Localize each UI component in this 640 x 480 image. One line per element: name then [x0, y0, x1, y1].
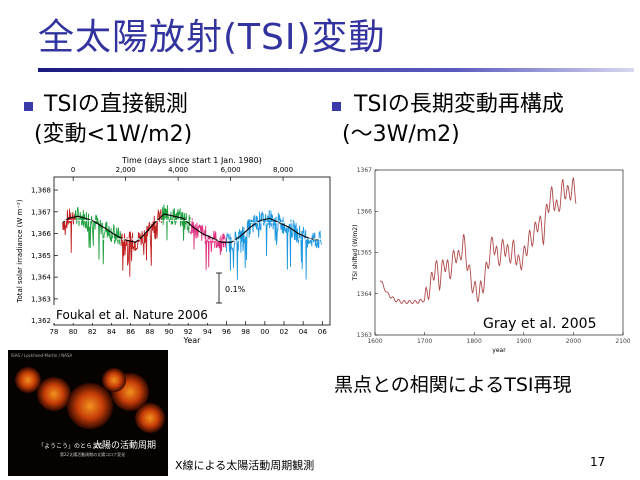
chart1-plot-frame	[53, 176, 331, 326]
chart1-x-tick-label: 84	[107, 328, 116, 336]
left-bullet-marker	[24, 102, 33, 111]
tsi-reconstruction-chart: 1363 1364 1365 1366 1367 1600 1700 1800 1900 200…	[352, 167, 630, 354]
chart1-x-tick-label: 90	[165, 328, 174, 336]
right-bullet-line2: (〜3W/m2)	[342, 122, 460, 147]
chart1-x-tick-label: 92	[184, 328, 193, 336]
chart1-segment-3	[160, 204, 191, 241]
slide-footer: X線による太陽活動周期観測	[175, 459, 315, 472]
chart1-top-tick-label: 8,000	[273, 166, 293, 174]
chart1-x-tick-label: 02	[280, 328, 289, 336]
chart2-x-tick-label: 2000	[566, 338, 581, 345]
chart2-x-tick-label: 1800	[467, 338, 482, 345]
chart2-y-tick-label: 1364	[357, 291, 372, 298]
sun-disc-5	[102, 368, 126, 392]
chart2-citation: Gray et al. 2005	[483, 316, 596, 332]
sun-image-credit: ISAS / Lockheed-Martin / NASA	[11, 353, 73, 358]
page-number: 17	[590, 455, 606, 469]
chart1-y-axis-label: Total solar irradiance (W m⁻²)	[16, 199, 24, 303]
chart1-scale-label: 0.1%	[225, 285, 246, 294]
chart1-scale-bar: 0.1%	[216, 272, 246, 304]
chart1-x-tick-label: 00	[260, 328, 269, 336]
chart1-x-tick-label: 78	[50, 328, 59, 336]
chart2-tsi-line	[379, 177, 577, 305]
chart2-x-tick-label: 1700	[417, 338, 432, 345]
chart1-top-tick-label: 4,000	[168, 166, 188, 174]
right-bullet-line1: TSIの長期変動再構成	[354, 92, 564, 117]
chart2-y-tick-label: 1365	[357, 250, 372, 257]
chart1-y-ticks: 1,362 1,363 1,364 1,365 1,366 1,367 1,368	[31, 187, 58, 325]
left-bullet-line1: TSIの直接観測	[44, 92, 188, 117]
chart2-x-tick-label: 1600	[367, 338, 382, 345]
chart1-x-tick-label: 04	[299, 328, 308, 336]
sun-disc-4	[135, 403, 165, 433]
chart2-x-tick-label: 2100	[615, 338, 630, 345]
chart2-series	[379, 177, 577, 305]
chart2-y-tick-label: 1366	[357, 208, 372, 215]
left-bullet-line2: (変動<1W/m2)	[34, 122, 193, 147]
title-underline	[38, 68, 634, 72]
chart1-x-tick-label: 86	[126, 328, 135, 336]
chart1-segment-2	[120, 208, 162, 277]
chart1-segment-1	[74, 207, 122, 265]
sun-disc-sequence	[15, 367, 165, 433]
chart1-x-tick-label: 98	[241, 328, 250, 336]
chart1-y-tick-label: 1,367	[31, 208, 51, 216]
chart1-x-ticks: 78 80 82 84 86 88 90 92 94 96 98 00 02 04 06	[50, 321, 327, 336]
chart1-segment-4	[189, 218, 227, 271]
chart2-x-axis-label: year	[492, 347, 506, 354]
chart2-x-tick-label: 1900	[516, 338, 531, 345]
sun-disc-2	[67, 383, 113, 429]
chart1-x-tick-label: 82	[88, 328, 97, 336]
chart2-plot-frame	[374, 169, 624, 336]
chart1-x-tick-label: 96	[222, 328, 231, 336]
sun-image-caption-sub: 第22太陽活動周期の太陽コロナ変化	[60, 451, 125, 457]
sun-image-caption-large: 太陽の活動周期	[93, 439, 156, 451]
sun-disc-0	[15, 367, 41, 393]
chart1-citation: Foukal et al. Nature 2006	[56, 308, 208, 322]
chart1-y-tick-label: 1,363	[31, 295, 51, 303]
chart1-series	[62, 204, 323, 280]
chart1-x-tick-label: 80	[69, 328, 78, 336]
chart2-y-tick-label: 1367	[357, 167, 372, 174]
chart1-y-tick-label: 1,366	[31, 230, 52, 238]
yohkoh-sun-image: ISAS / Lockheed-Martin / NASA 「ようこう」のとらえ…	[8, 350, 168, 476]
chart1-y-tick-label: 1,362	[31, 317, 51, 325]
chart1-top-ticks: 0 2,000 4,000 6,000 8,000	[71, 166, 293, 181]
chart1-x-tick-label: 06	[318, 328, 327, 336]
chart1-top-axis-label: Time (days since start 1 Jan. 1980)	[121, 156, 262, 165]
sun-image-caption-small: 「ようこう」のとらえた	[38, 443, 104, 450]
tsi-observation-chart: Time (days since start 1 Jan. 1980) 0 2,0…	[16, 156, 331, 345]
chart1-segment-5	[226, 209, 322, 280]
chart2-y-ticks: 1363 1364 1365 1366 1367	[357, 167, 378, 339]
chart1-top-tick-label: 2,000	[116, 166, 136, 174]
right-caption: 黒点との相関によるTSI再現	[334, 374, 572, 396]
chart1-y-tick-label: 1,368	[31, 187, 51, 195]
chart2-x-ticks: 1600 1700 1800 1900 2000 2100	[367, 332, 630, 345]
chart1-top-tick-label: 0	[71, 166, 75, 174]
chart1-top-tick-label: 6,000	[221, 166, 241, 174]
sun-disc-1	[37, 377, 71, 411]
chart2-y-tick-label: 1363	[357, 332, 372, 339]
right-bullet-marker	[332, 102, 341, 111]
chart1-x-tick-label: 94	[203, 328, 212, 336]
chart1-mean-line	[62, 213, 318, 243]
chart1-x-tick-label: 88	[145, 328, 154, 336]
chart2-y-axis-label: TSI shifted (W/m2)	[352, 225, 359, 282]
chart1-citation-box	[52, 305, 212, 323]
slide-title: 全太陽放射(TSI)変動	[38, 17, 386, 58]
chart1-x-axis-label: Year	[183, 336, 202, 345]
chart1-y-tick-label: 1,364	[31, 274, 52, 282]
chart1-segment-0	[62, 208, 76, 253]
chart1-y-tick-label: 1,365	[31, 252, 51, 260]
